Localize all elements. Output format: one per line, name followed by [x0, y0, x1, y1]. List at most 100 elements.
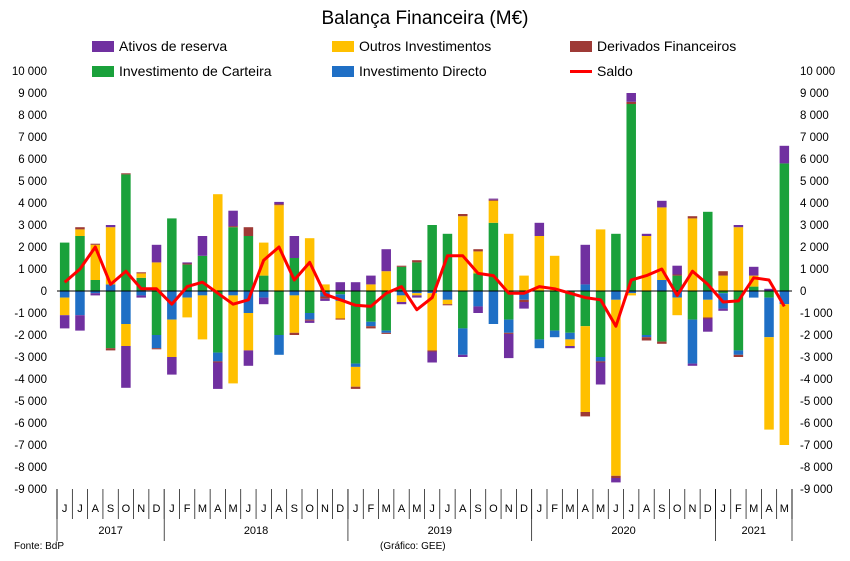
legend-item-investimento-de-carteira: Investimento de Carteira — [92, 61, 272, 81]
bar-investimento-directo — [121, 291, 131, 324]
bar-derivados-financeiros — [274, 204, 284, 206]
bar-derivados-financeiros — [243, 227, 254, 236]
bar-investimento-de-carteira — [213, 291, 223, 353]
bar-derivados-financeiros — [687, 216, 698, 219]
bar-investimento-directo — [549, 330, 560, 338]
bar-outros-investimentos — [228, 295, 238, 384]
bar-investimento-directo — [197, 291, 208, 296]
bar-investimento-directo — [182, 291, 192, 298]
legend-swatch — [332, 40, 354, 52]
bar-investimento-directo — [396, 291, 407, 296]
bar-derivados-financeiros — [90, 243, 101, 245]
bar-investimento-de-carteira — [243, 236, 254, 291]
legend-item-outros-investimentos: Outros Investimentos — [332, 36, 491, 56]
x-tick-label-month: A — [275, 503, 283, 515]
legend: Ativos de reserva Outros Investimentos D… — [0, 36, 850, 84]
bar-investimento-de-carteira — [657, 291, 667, 342]
x-tick-label-month: J — [353, 503, 359, 515]
bar-investimento-directo — [641, 335, 652, 338]
x-tick-label-month: A — [92, 503, 100, 515]
y-tick-label-right: -6 000 — [800, 418, 833, 430]
bar-outros-investimentos — [136, 273, 146, 278]
y-tick-label-left: 3 000 — [18, 220, 47, 232]
bar-investimento-directo — [534, 339, 545, 349]
x-tick-label-month: F — [551, 503, 558, 515]
bar-outros-investimentos — [59, 297, 70, 316]
bar-investimento-directo — [473, 291, 483, 307]
y-tick-label-right: -7 000 — [800, 440, 833, 452]
source-note: Fonte: BdP — [14, 541, 65, 552]
y-tick-label-right: 7 000 — [800, 132, 829, 144]
x-tick-label-month: S — [107, 503, 114, 515]
bar-ativos-de-reserva — [243, 350, 254, 366]
bar-ativos-de-reserva — [121, 346, 131, 388]
y-tick-label-left: 2 000 — [18, 242, 47, 254]
bar-outros-investimentos — [611, 299, 621, 476]
bar-investimento-directo — [136, 291, 146, 296]
x-tick-label-month: F — [184, 503, 191, 515]
bar-ativos-de-reserva — [672, 265, 682, 275]
x-tick-label-month: A — [582, 503, 590, 515]
x-tick-label-month: M — [229, 503, 238, 515]
bar-investimento-directo — [595, 357, 606, 362]
bar-derivados-financeiros — [182, 263, 192, 265]
bar-derivados-financeiros — [519, 299, 529, 302]
bar-outros-investimentos — [641, 236, 652, 291]
bar-derivados-financeiros — [289, 332, 300, 335]
y-tick-label-right: -2 000 — [800, 330, 833, 342]
x-tick-label-month: J — [445, 503, 451, 515]
bar-outros-investimentos — [105, 227, 116, 285]
x-tick-label-month: J — [537, 503, 543, 515]
bar-ativos-de-reserva — [289, 236, 300, 258]
y-tick-label-left: 9 000 — [18, 88, 47, 100]
bar-derivados-financeiros — [718, 271, 728, 276]
x-tick-label-month: A — [765, 503, 773, 515]
bar-ativos-de-reserva — [748, 266, 759, 276]
y-tick-label-left: 4 000 — [18, 198, 47, 210]
bar-derivados-financeiros — [657, 341, 667, 344]
x-tick-label-month: A — [643, 503, 651, 515]
y-tick-label-right: -4 000 — [800, 374, 833, 386]
legend-label: Derivados Financeiros — [597, 38, 737, 54]
bar-outros-investimentos — [779, 304, 790, 445]
bar-ativos-de-reserva — [320, 298, 330, 301]
bar-outros-investimentos — [718, 275, 728, 291]
y-tick-label-right: 1 000 — [800, 264, 829, 276]
bar-outros-investimentos — [350, 366, 361, 387]
bar-ativos-de-reserva — [197, 236, 208, 256]
bar-derivados-financeiros — [427, 350, 437, 352]
bar-investimento-directo — [580, 284, 591, 291]
bar-investimento-directo — [733, 350, 744, 355]
x-tick-label-month: J — [77, 503, 83, 515]
bar-ativos-de-reserva — [274, 201, 284, 205]
legend-item-saldo: Saldo — [570, 61, 633, 81]
y-tick-label-right: 9 000 — [800, 88, 829, 100]
bar-ativos-de-reserva — [488, 198, 499, 200]
y-tick-label-right: 0 — [800, 286, 806, 298]
bar-investimento-directo — [519, 293, 529, 300]
bar-derivados-financeiros — [412, 260, 422, 263]
y-tick-label-right: 10 000 — [800, 66, 835, 78]
bar-derivados-financeiros — [228, 226, 238, 228]
x-tick-label-month: J — [720, 503, 726, 515]
bar-investimento-de-carteira — [733, 291, 744, 351]
bar-investimento-de-carteira — [503, 291, 514, 320]
y-tick-label-left: 1 000 — [18, 264, 47, 276]
bar-investimento-directo — [458, 328, 468, 355]
bar-derivados-financeiros — [641, 337, 652, 341]
bar-investimento-directo — [228, 291, 238, 296]
bar-derivados-financeiros — [473, 249, 483, 252]
x-tick-label-month: D — [520, 503, 528, 515]
bar-derivados-financeiros — [366, 326, 376, 329]
bar-investimento-de-carteira — [136, 277, 146, 291]
bar-investimento-de-carteira — [687, 291, 698, 320]
bar-investimento-directo — [350, 363, 361, 367]
bar-investimento-de-carteira — [228, 227, 238, 291]
x-year-label: 2020 — [611, 525, 635, 537]
bar-derivados-financeiros — [320, 296, 330, 299]
x-tick-label-month: M — [749, 503, 758, 515]
bar-investimento-de-carteira — [75, 236, 85, 291]
bar-investimento-de-carteira — [764, 291, 774, 298]
bar-investimento-de-carteira — [779, 163, 790, 291]
